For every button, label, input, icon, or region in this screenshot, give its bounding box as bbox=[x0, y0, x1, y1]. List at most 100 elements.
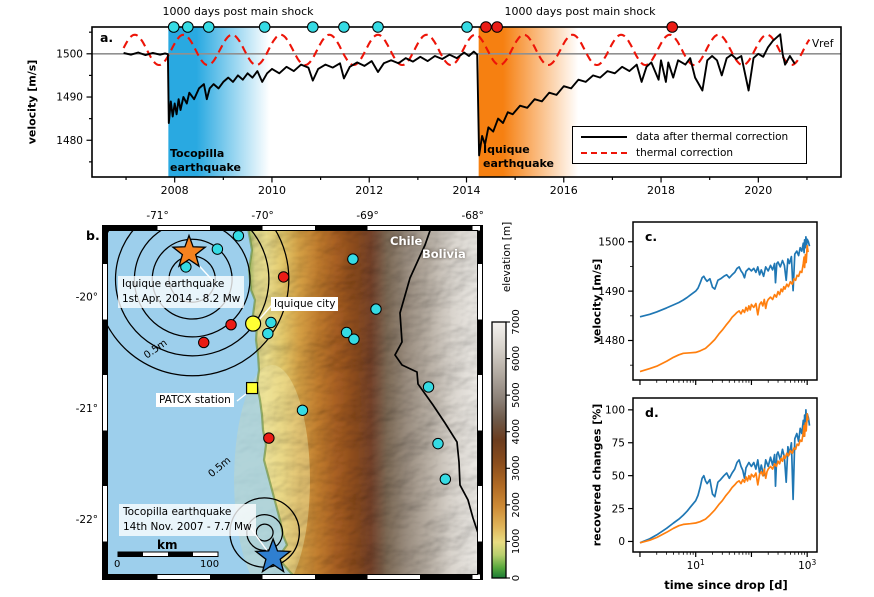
map-lon-tick-label: -69° bbox=[356, 210, 378, 222]
map-event-dot-cyan bbox=[422, 381, 435, 393]
panel-c-plot: 1480 1490 1500 bbox=[598, 221, 818, 385]
event-dot-cyan bbox=[167, 21, 180, 33]
patcx-station-annotation: PATCX station bbox=[156, 393, 234, 408]
terrain bbox=[234, 228, 480, 577]
colorbar-tick-label: 0 bbox=[511, 575, 522, 581]
panel-d-frame bbox=[632, 397, 818, 553]
panel-a-xtick-label: 2014 bbox=[453, 184, 481, 197]
colorbar-tick-label: 1000 bbox=[511, 529, 522, 554]
map-event-dot-red bbox=[198, 336, 210, 349]
event-dot-cyan bbox=[258, 21, 271, 33]
panel-d-xtick-label: 101 bbox=[687, 558, 705, 572]
iquique-city-annotation: Iquique city bbox=[271, 297, 339, 312]
panel-d-ytick-label: 75 bbox=[612, 437, 625, 449]
coastline bbox=[246, 228, 296, 577]
panel-d-ytick-label: 0 bbox=[618, 536, 625, 548]
panel-c-frame bbox=[632, 221, 818, 381]
chile-bolivia-border bbox=[394, 228, 479, 534]
map-event-dot-cyan bbox=[262, 327, 274, 340]
slip-contour-iquique bbox=[105, 228, 290, 377]
map-lat-tick-label: -22° bbox=[76, 514, 98, 526]
colorbar-tick-label: 2000 bbox=[511, 492, 522, 517]
panel-d-ytick-label: 100 bbox=[605, 405, 625, 417]
iquique-shading bbox=[478, 27, 579, 177]
panel-d-xlabel: time since drop [d] bbox=[664, 578, 788, 592]
map-event-dot-cyan bbox=[347, 253, 359, 265]
vref-label: Vref bbox=[812, 38, 834, 50]
legend-dashed-line-swatch bbox=[581, 152, 627, 154]
panel-a-ytick-label: 1500 bbox=[56, 49, 83, 61]
iquique-earthquake-annotation: Iquique earthquake 1st Apr. 2014 - 8.2 M… bbox=[118, 276, 245, 309]
map-event-dot-red bbox=[263, 432, 275, 444]
map-event-dot-cyan bbox=[340, 326, 353, 339]
colorbar-label: elevation [m] bbox=[501, 221, 513, 293]
map-event-dot-cyan bbox=[265, 316, 277, 329]
panel-a-xtick-label: 2010 bbox=[258, 184, 286, 197]
legend-solid-line-swatch bbox=[581, 136, 627, 138]
map-lon-tick-label: -71° bbox=[146, 210, 168, 222]
tocopilla-epicenter-star bbox=[254, 537, 292, 574]
panel-a-ytick-label: 1490 bbox=[56, 92, 83, 104]
scalebar-tick-0: 0 bbox=[114, 559, 121, 570]
iquique-city-marker bbox=[245, 315, 262, 332]
map-event-dot-red bbox=[225, 318, 237, 331]
colorbar-tick-label: 7000 bbox=[511, 309, 522, 334]
map-event-dot-red bbox=[277, 271, 290, 283]
panel-a-legend: data after thermal correction thermal co… bbox=[572, 126, 807, 164]
panel-d-xtick-label: 103 bbox=[798, 558, 816, 572]
panel-a-title-right: 1000 days post main shock bbox=[504, 5, 656, 18]
velocity-series bbox=[123, 33, 796, 157]
panel-c-ylabel: velocity [m/s] bbox=[590, 258, 604, 344]
slip-contour-tocopilla bbox=[255, 523, 274, 542]
colorbar-tick-label: 5000 bbox=[511, 382, 522, 407]
event-dot-cyan bbox=[461, 21, 473, 33]
panel-a-ytick-label: 1480 bbox=[56, 135, 83, 147]
panel-b-label: b. bbox=[86, 228, 100, 243]
colorbar-tick-label: 3000 bbox=[511, 456, 522, 481]
colorbar-tick-label: 4000 bbox=[511, 419, 522, 444]
panel-c-ytick-label: 1500 bbox=[598, 236, 625, 248]
event-dot-cyan bbox=[182, 21, 194, 33]
legend-entry-data: data after thermal correction bbox=[581, 131, 796, 143]
panel-c-ytick-label: 1490 bbox=[598, 286, 625, 298]
panel-a-label: a. bbox=[100, 30, 114, 45]
series-blue bbox=[639, 235, 811, 318]
event-dot-red bbox=[491, 21, 503, 33]
panel-c-ytick-label: 1480 bbox=[598, 335, 625, 347]
thermal-correction-curve bbox=[122, 33, 811, 67]
map-lat-tick-label: -21° bbox=[76, 403, 98, 415]
map-lon-tick-label: -68° bbox=[461, 210, 483, 222]
panel-a-xtick-label: 2012 bbox=[355, 184, 383, 197]
tocopilla-earthquake-annotation: Tocopilla earthquake 14th Nov. 2007 - 7.… bbox=[119, 504, 256, 537]
elevation-colorbar: 0 1000 2000 3000 4000 5000 6000 7000 bbox=[491, 309, 522, 581]
panel-d-ytick-label: 50 bbox=[612, 470, 625, 482]
series-orange bbox=[639, 244, 809, 373]
map-frame: -71° -70° -69° -68° -20° -21° -22° bbox=[76, 210, 484, 580]
event-dot-red bbox=[666, 21, 679, 33]
map-event-dot-cyan bbox=[296, 404, 309, 416]
event-dot-cyan bbox=[338, 21, 350, 33]
event-dot-cyan bbox=[372, 21, 384, 33]
map-event-dot-cyan bbox=[370, 303, 382, 315]
map-event-dot-cyan bbox=[439, 473, 452, 485]
series-orange bbox=[639, 412, 809, 544]
panel-a-xtick-label: 2018 bbox=[647, 184, 675, 197]
panel-d-plot: 0 25 50 75 100 101 103 bbox=[605, 397, 818, 572]
iquique-epicenter-star bbox=[171, 233, 208, 268]
map-lat-tick-label: -20° bbox=[76, 292, 98, 304]
panel-a-xtick-label: 2020 bbox=[744, 184, 772, 197]
map-lon-tick-label: -70° bbox=[251, 210, 273, 222]
panel-a-title-left: 1000 days post main shock bbox=[162, 5, 314, 18]
scalebar-tick-100: 100 bbox=[200, 559, 220, 570]
patcx-station-marker bbox=[245, 381, 259, 395]
panel-d-ytick-label: 25 bbox=[612, 503, 625, 515]
legend-entry-thermal: thermal correction bbox=[581, 147, 796, 159]
map-panel bbox=[105, 228, 480, 577]
panel-a-ylabel: velocity [m/s] bbox=[25, 59, 39, 145]
event-dot-cyan bbox=[307, 21, 319, 33]
map-event-dot-cyan bbox=[432, 437, 444, 450]
panel-d-ylabel: recovered changes [%] bbox=[590, 403, 604, 547]
colorbar-tick-label: 6000 bbox=[511, 346, 522, 371]
